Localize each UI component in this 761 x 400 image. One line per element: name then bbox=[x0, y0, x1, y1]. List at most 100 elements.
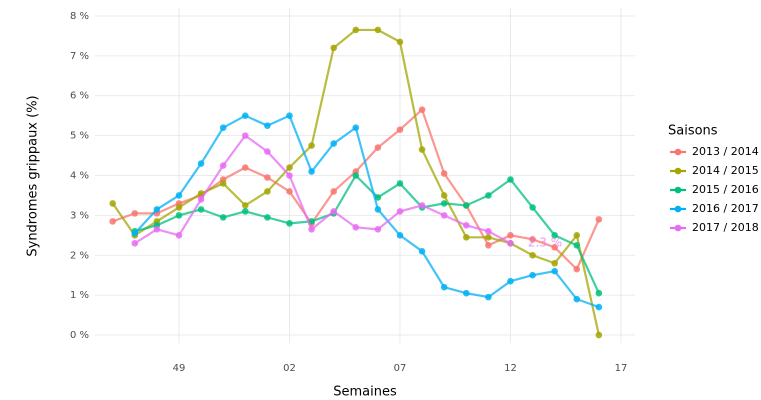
y-tick-label: 2 % bbox=[70, 250, 89, 261]
legend-key bbox=[674, 186, 682, 194]
data-point bbox=[595, 303, 603, 311]
legend-label: 2014 / 2015 bbox=[692, 164, 759, 177]
data-point bbox=[131, 210, 139, 217]
data-point bbox=[396, 208, 404, 215]
legend-key bbox=[674, 224, 682, 232]
data-point bbox=[374, 144, 382, 151]
data-point bbox=[219, 180, 227, 187]
y-tick-label: 0 % bbox=[70, 330, 89, 341]
data-point bbox=[573, 265, 581, 273]
data-point bbox=[175, 192, 183, 199]
data-point bbox=[485, 234, 492, 241]
data-point bbox=[529, 271, 536, 279]
data-point bbox=[462, 289, 470, 297]
data-point bbox=[330, 44, 337, 52]
y-tick-label: 3 % bbox=[70, 210, 89, 221]
data-point bbox=[241, 208, 249, 215]
data-point bbox=[418, 146, 426, 153]
data-point bbox=[286, 164, 293, 171]
data-point bbox=[573, 232, 581, 239]
data-point bbox=[109, 200, 116, 207]
data-point bbox=[440, 192, 448, 199]
data-point bbox=[241, 132, 249, 139]
data-point bbox=[529, 251, 536, 259]
data-point bbox=[374, 206, 382, 213]
legend-label: 2016 / 2017 bbox=[692, 202, 759, 215]
data-point bbox=[286, 112, 293, 119]
data-point bbox=[551, 259, 558, 267]
y-tick-label: 7 % bbox=[70, 51, 89, 62]
data-point bbox=[241, 112, 249, 119]
data-point bbox=[241, 164, 249, 171]
data-point bbox=[175, 212, 183, 219]
data-point bbox=[109, 218, 116, 225]
data-point bbox=[241, 202, 249, 209]
data-point bbox=[529, 236, 536, 243]
data-point bbox=[352, 124, 360, 131]
data-point bbox=[551, 232, 558, 239]
data-point bbox=[308, 226, 315, 233]
data-point bbox=[330, 140, 337, 147]
series-line bbox=[111, 28, 600, 336]
data-point bbox=[396, 232, 404, 239]
y-tick-label: 8 % bbox=[70, 11, 89, 22]
data-point bbox=[308, 142, 315, 149]
data-point bbox=[485, 192, 492, 199]
data-point bbox=[374, 226, 382, 233]
data-point bbox=[197, 206, 205, 213]
data-point bbox=[352, 172, 360, 179]
series-line bbox=[134, 173, 600, 294]
data-point bbox=[507, 239, 514, 247]
legend-label: 2017 / 2018 bbox=[692, 221, 759, 234]
data-point bbox=[264, 122, 271, 129]
data-point bbox=[396, 180, 404, 187]
data-point bbox=[396, 126, 404, 133]
data-point bbox=[330, 188, 337, 195]
legend-key bbox=[674, 167, 682, 175]
data-point bbox=[462, 234, 470, 241]
data-point bbox=[352, 224, 360, 231]
data-point bbox=[595, 216, 603, 223]
data-point bbox=[175, 204, 183, 211]
data-point bbox=[418, 247, 426, 255]
data-point bbox=[573, 241, 581, 249]
data-point bbox=[264, 188, 271, 195]
data-point bbox=[462, 222, 470, 229]
y-axis-title: Syndromes grippaux (%) bbox=[26, 95, 41, 256]
data-point bbox=[440, 200, 448, 207]
data-point bbox=[485, 293, 492, 301]
data-point bbox=[264, 148, 271, 155]
y-tick-label: 4 % bbox=[70, 171, 89, 182]
data-point bbox=[175, 232, 183, 239]
series-line bbox=[112, 107, 600, 272]
data-point bbox=[507, 232, 514, 239]
y-tick-label: 6 % bbox=[70, 91, 89, 102]
data-point bbox=[131, 239, 139, 247]
data-point bbox=[197, 160, 205, 167]
data-point bbox=[396, 38, 404, 46]
data-point bbox=[374, 26, 382, 34]
data-point bbox=[595, 289, 603, 297]
data-point bbox=[595, 331, 603, 339]
x-tick-label: 07 bbox=[394, 363, 407, 374]
legend-label: 2013 / 2014 bbox=[692, 145, 759, 158]
data-point bbox=[153, 206, 161, 213]
data-point bbox=[573, 295, 581, 303]
x-tick-label: 49 bbox=[173, 363, 186, 374]
x-tick-label: 17 bbox=[615, 363, 628, 374]
legend-key bbox=[674, 205, 682, 213]
data-point bbox=[330, 208, 337, 215]
x-axis-title: Semaines bbox=[333, 385, 397, 400]
data-point bbox=[286, 172, 293, 179]
data-point bbox=[219, 162, 227, 169]
data-point bbox=[219, 214, 227, 221]
annotation: 2.3 % bbox=[528, 236, 562, 250]
x-tick-label: 02 bbox=[283, 363, 296, 374]
x-tick-label: 12 bbox=[504, 363, 517, 374]
data-point bbox=[264, 174, 271, 181]
data-point bbox=[529, 204, 536, 211]
series-line bbox=[134, 134, 512, 245]
y-tick-label: 1 % bbox=[70, 290, 89, 301]
data-point bbox=[352, 26, 360, 34]
